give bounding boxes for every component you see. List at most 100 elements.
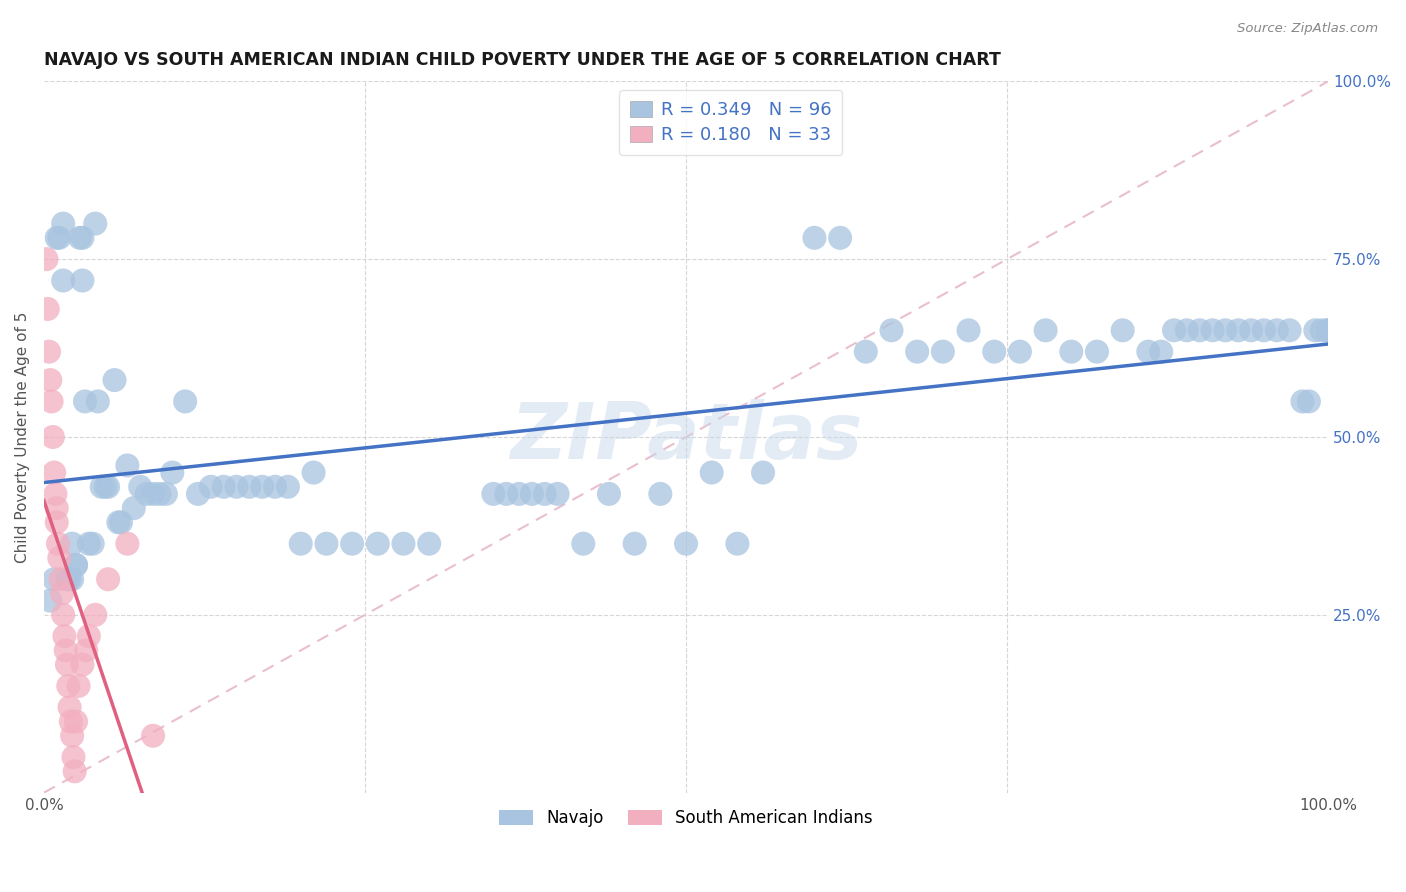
- Point: [72, 657, 94, 672]
- Point: [129, 480, 152, 494]
- Point: [60, 537, 83, 551]
- Point: [1291, 394, 1313, 409]
- Point: [187, 487, 209, 501]
- Point: [41, 394, 63, 409]
- Point: [39, 593, 62, 607]
- Point: [572, 537, 595, 551]
- Point: [1253, 323, 1275, 337]
- Point: [84, 217, 107, 231]
- Point: [53, 629, 76, 643]
- Point: [122, 501, 145, 516]
- Point: [55, 643, 77, 657]
- Point: [830, 231, 852, 245]
- Point: [77, 537, 100, 551]
- Point: [1137, 344, 1160, 359]
- Point: [62, 750, 84, 764]
- Point: [52, 607, 75, 622]
- Y-axis label: Child Poverty Under the Age of 5: Child Poverty Under the Age of 5: [15, 311, 30, 563]
- Point: [44, 466, 66, 480]
- Point: [264, 480, 287, 494]
- Point: [90, 480, 112, 494]
- Point: [957, 323, 980, 337]
- Point: [51, 586, 73, 600]
- Point: [58, 572, 80, 586]
- Point: [367, 537, 389, 551]
- Point: [135, 487, 157, 501]
- Point: [63, 764, 86, 779]
- Point: [45, 516, 67, 530]
- Point: [547, 487, 569, 501]
- Point: [1240, 323, 1263, 337]
- Point: [225, 480, 247, 494]
- Point: [58, 700, 80, 714]
- Point: [482, 487, 505, 501]
- Point: [87, 394, 110, 409]
- Point: [103, 373, 125, 387]
- Point: [1317, 323, 1340, 337]
- Point: [42, 430, 65, 444]
- Point: [803, 231, 825, 245]
- Point: [1035, 323, 1057, 337]
- Point: [162, 466, 184, 480]
- Point: [35, 252, 58, 267]
- Point: [48, 550, 70, 565]
- Point: [45, 231, 67, 245]
- Point: [60, 729, 83, 743]
- Point: [700, 466, 723, 480]
- Point: [277, 480, 299, 494]
- Point: [508, 487, 530, 501]
- Point: [212, 480, 235, 494]
- Point: [650, 487, 672, 501]
- Point: [1111, 323, 1133, 337]
- Text: Source: ZipAtlas.com: Source: ZipAtlas.com: [1237, 22, 1378, 36]
- Point: [75, 643, 97, 657]
- Point: [45, 501, 67, 516]
- Point: [117, 458, 139, 473]
- Point: [60, 572, 83, 586]
- Point: [598, 487, 620, 501]
- Point: [290, 537, 312, 551]
- Point: [1317, 323, 1340, 337]
- Point: [117, 537, 139, 551]
- Point: [250, 480, 273, 494]
- Point: [1008, 344, 1031, 359]
- Point: [107, 516, 129, 530]
- Point: [392, 537, 415, 551]
- Point: [1201, 323, 1223, 337]
- Legend: Navajo, South American Indians: Navajo, South American Indians: [492, 803, 879, 834]
- Point: [44, 572, 66, 586]
- Point: [495, 487, 517, 501]
- Point: [200, 480, 222, 494]
- Point: [46, 537, 69, 551]
- Point: [72, 231, 94, 245]
- Point: [142, 729, 165, 743]
- Point: [1227, 323, 1250, 337]
- Point: [84, 607, 107, 622]
- Point: [97, 480, 120, 494]
- Point: [238, 480, 260, 494]
- Point: [73, 394, 96, 409]
- Point: [1085, 344, 1108, 359]
- Point: [880, 323, 903, 337]
- Point: [48, 231, 70, 245]
- Text: NAVAJO VS SOUTH AMERICAN INDIAN CHILD POVERTY UNDER THE AGE OF 5 CORRELATION CHA: NAVAJO VS SOUTH AMERICAN INDIAN CHILD PO…: [44, 51, 1001, 69]
- Point: [1150, 344, 1173, 359]
- Point: [315, 537, 337, 551]
- Point: [932, 344, 955, 359]
- Point: [155, 487, 177, 501]
- Point: [1175, 323, 1198, 337]
- Point: [37, 301, 59, 316]
- Point: [65, 558, 87, 572]
- Point: [142, 487, 165, 501]
- Point: [52, 273, 75, 287]
- Point: [1303, 323, 1326, 337]
- Point: [65, 558, 87, 572]
- Point: [302, 466, 325, 480]
- Point: [69, 231, 91, 245]
- Point: [56, 572, 79, 586]
- Point: [67, 679, 90, 693]
- Point: [52, 217, 75, 231]
- Point: [1215, 323, 1237, 337]
- Point: [855, 344, 877, 359]
- Point: [77, 629, 100, 643]
